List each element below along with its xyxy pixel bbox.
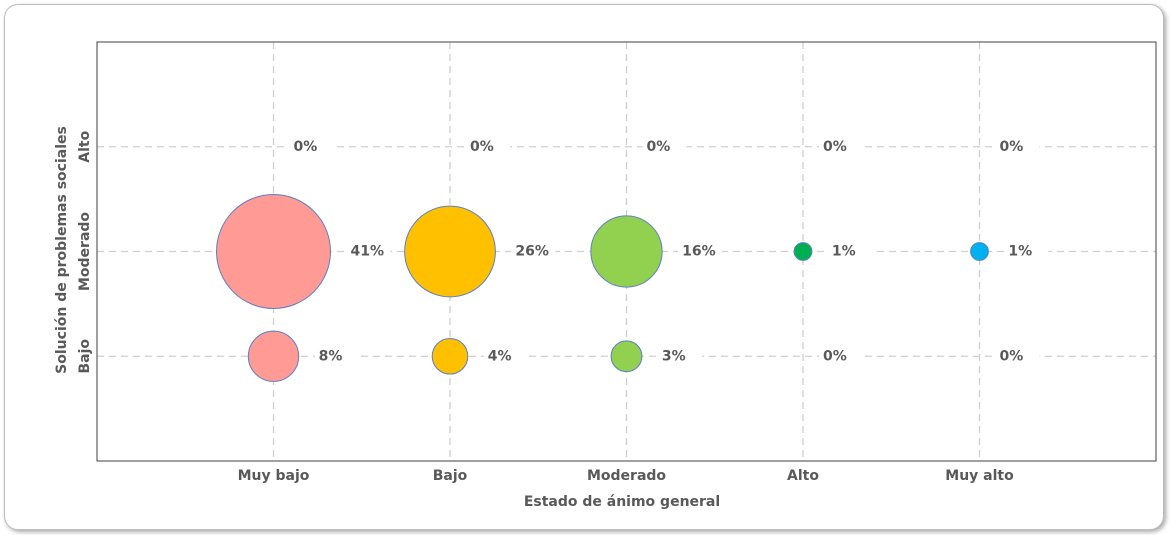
data-label: 41% <box>350 244 384 260</box>
data-label: 0% <box>470 139 494 155</box>
bubble <box>431 337 469 375</box>
data-label: 4% <box>488 348 512 364</box>
bubble <box>610 340 643 373</box>
data-label: 8% <box>319 348 343 364</box>
label-bg <box>995 346 1040 367</box>
bubble <box>247 330 300 382</box>
label-bg <box>819 136 863 157</box>
x-axis-title: Estado de ánimo general <box>524 494 720 510</box>
data-label: 0% <box>1000 139 1024 155</box>
label-bg <box>678 241 723 262</box>
label-bg <box>346 241 391 262</box>
x-tick-label: Moderado <box>587 468 666 484</box>
x-tick-label: Alto <box>787 468 819 484</box>
x-tick-label: Bajo <box>433 468 468 484</box>
label-bg <box>819 346 863 367</box>
y-tick-label: Bajo <box>77 339 93 374</box>
bubble <box>216 194 331 309</box>
label-bg <box>289 136 334 157</box>
chart-frame <box>4 4 1164 530</box>
data-label: 0% <box>1000 348 1024 364</box>
y-axis-title: Solución de problemas sociales <box>54 126 70 374</box>
x-tick-label: Muy bajo <box>238 468 310 484</box>
label-bg <box>827 241 872 262</box>
data-label: 16% <box>682 244 716 260</box>
data-label: 3% <box>662 348 686 364</box>
plot-border <box>96 41 1157 462</box>
x-tick-label: Muy alto <box>945 468 1014 484</box>
label-bg <box>642 136 687 157</box>
data-label: 1% <box>1008 244 1032 260</box>
label-bg <box>466 136 510 157</box>
label-bg <box>995 136 1040 157</box>
data-label: 1% <box>832 244 856 260</box>
data-label: 0% <box>823 139 847 155</box>
label-bg <box>511 241 556 262</box>
bubble <box>793 242 813 261</box>
data-label: 0% <box>823 348 847 364</box>
data-label: 26% <box>515 244 549 260</box>
y-tick-label: Moderado <box>77 212 93 291</box>
label-bg <box>657 346 702 367</box>
y-tick-label: Alto <box>77 130 93 162</box>
bubble <box>970 242 989 261</box>
data-label: 0% <box>647 139 671 155</box>
label-bg <box>483 346 528 367</box>
label-bg <box>314 346 359 367</box>
data-label: 0% <box>294 139 318 155</box>
bubble <box>590 215 663 288</box>
label-bg <box>1004 241 1049 262</box>
bubble <box>404 205 496 298</box>
